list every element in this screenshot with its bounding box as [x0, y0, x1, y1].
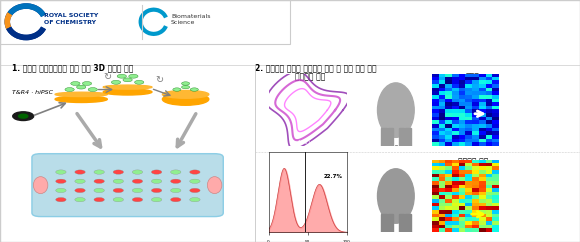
- Circle shape: [132, 170, 143, 174]
- Ellipse shape: [162, 93, 209, 105]
- Text: T&R4 · hiPSC: T&R4 · hiPSC: [12, 90, 53, 95]
- Circle shape: [113, 188, 124, 193]
- Ellipse shape: [34, 177, 48, 194]
- Circle shape: [71, 82, 80, 85]
- Circle shape: [88, 88, 97, 91]
- FancyBboxPatch shape: [255, 65, 580, 242]
- Circle shape: [65, 88, 74, 91]
- Circle shape: [171, 179, 181, 183]
- Bar: [398, 128, 404, 146]
- Circle shape: [123, 78, 132, 82]
- Circle shape: [56, 188, 66, 193]
- Bar: [405, 128, 411, 146]
- Circle shape: [151, 197, 162, 202]
- Circle shape: [111, 80, 121, 84]
- Ellipse shape: [208, 177, 222, 194]
- Circle shape: [190, 88, 198, 91]
- Circle shape: [190, 197, 200, 202]
- Circle shape: [151, 188, 162, 193]
- Circle shape: [94, 170, 104, 174]
- Circle shape: [94, 179, 104, 183]
- Circle shape: [182, 82, 190, 85]
- Ellipse shape: [162, 91, 209, 98]
- Circle shape: [171, 188, 181, 193]
- Ellipse shape: [378, 83, 414, 137]
- Circle shape: [182, 85, 190, 89]
- Circle shape: [129, 74, 138, 78]
- Circle shape: [132, 197, 143, 202]
- Circle shape: [113, 170, 124, 174]
- Text: 혈관세포 생산: 혈관세포 생산: [295, 73, 325, 82]
- Circle shape: [19, 114, 28, 118]
- Circle shape: [132, 188, 143, 193]
- Circle shape: [132, 179, 143, 183]
- Circle shape: [173, 88, 181, 91]
- Ellipse shape: [55, 96, 107, 103]
- FancyBboxPatch shape: [32, 154, 223, 217]
- Circle shape: [151, 170, 162, 174]
- Bar: [405, 214, 411, 232]
- Text: 22.7%: 22.7%: [324, 174, 342, 179]
- Text: 100 µm: 100 µm: [298, 140, 317, 145]
- Circle shape: [56, 179, 66, 183]
- Circle shape: [190, 188, 200, 193]
- Text: 대조군: 대조군: [466, 73, 480, 82]
- Circle shape: [171, 170, 181, 174]
- Ellipse shape: [103, 89, 152, 95]
- Text: ↻: ↻: [155, 75, 164, 85]
- Text: 2. 배양칩을 이용한 혈관세포 생산 및 치료 효능 검증: 2. 배양칩을 이용한 혈관세포 생산 및 치료 효능 검증: [255, 63, 377, 72]
- Text: Biomaterials: Biomaterials: [171, 14, 211, 19]
- Text: Science: Science: [171, 21, 195, 25]
- Text: ROYAL SOCIETY: ROYAL SOCIETY: [44, 13, 98, 18]
- Circle shape: [94, 188, 104, 193]
- Text: 1. 컴퓨터 시뮬레이션을 통한 최적 3D 배양칩 제작: 1. 컴퓨터 시뮬레이션을 통한 최적 3D 배양칩 제작: [12, 63, 133, 72]
- Circle shape: [56, 197, 66, 202]
- Circle shape: [75, 170, 85, 174]
- Circle shape: [190, 170, 200, 174]
- Circle shape: [171, 197, 181, 202]
- Circle shape: [82, 82, 92, 85]
- Bar: [398, 214, 404, 232]
- Circle shape: [94, 197, 104, 202]
- Circle shape: [117, 74, 126, 78]
- Circle shape: [77, 85, 86, 89]
- Circle shape: [56, 170, 66, 174]
- Circle shape: [75, 179, 85, 183]
- Ellipse shape: [378, 169, 414, 223]
- Circle shape: [135, 80, 144, 84]
- Circle shape: [113, 197, 124, 202]
- Circle shape: [75, 197, 85, 202]
- Ellipse shape: [103, 85, 152, 89]
- Circle shape: [13, 112, 34, 121]
- Bar: [381, 214, 386, 232]
- Bar: [381, 128, 386, 146]
- FancyBboxPatch shape: [0, 65, 255, 242]
- Circle shape: [75, 188, 85, 193]
- Ellipse shape: [55, 92, 107, 97]
- FancyBboxPatch shape: [0, 0, 290, 44]
- Circle shape: [190, 179, 200, 183]
- Bar: [388, 128, 393, 146]
- Bar: [388, 214, 393, 232]
- Text: 혈관세포 이식: 혈관세포 이식: [458, 157, 488, 166]
- Circle shape: [113, 179, 124, 183]
- Text: ↻: ↻: [103, 72, 111, 83]
- Circle shape: [151, 179, 162, 183]
- Text: OF CHEMISTRY: OF CHEMISTRY: [44, 21, 96, 25]
